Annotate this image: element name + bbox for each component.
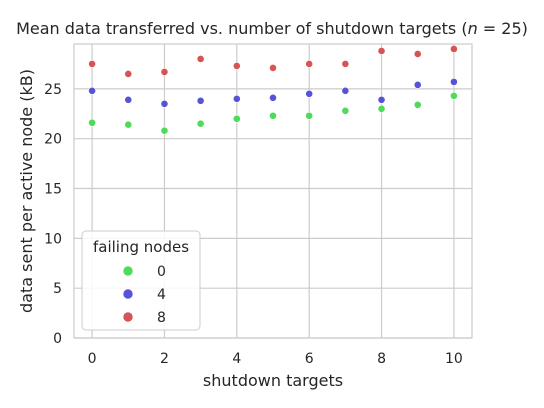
data-point-series-8 [450, 45, 458, 53]
legend-marker-4 [122, 288, 134, 300]
y-tick-label: 5 [53, 281, 62, 297]
y-tick-label: 25 [44, 82, 62, 98]
legend-marker-8 [122, 311, 134, 323]
data-point-series-4 [305, 89, 314, 98]
data-point-series-0 [124, 120, 133, 129]
data-point-series-4 [269, 93, 277, 102]
x-tick-label: 2 [160, 351, 169, 367]
legend: failing nodes 0 4 8 [81, 230, 201, 331]
data-point-series-8 [88, 60, 96, 68]
data-point-series-0 [196, 119, 205, 128]
data-point-series-0 [305, 111, 314, 120]
x-axis-label: shutdown targets [203, 371, 343, 390]
legend-marker-0 [122, 265, 134, 277]
data-point-series-8 [377, 47, 386, 55]
data-point-series-8 [124, 69, 133, 78]
data-point-series-0 [160, 126, 169, 135]
data-point-series-8 [196, 55, 205, 63]
legend-entries: 0 4 8 [122, 264, 166, 326]
data-points [88, 45, 458, 135]
x-axis-ticks: 0 2 4 6 8 10 [88, 351, 463, 367]
data-point-series-0 [413, 100, 422, 109]
data-point-series-4 [88, 86, 96, 95]
data-point-series-8 [232, 62, 241, 70]
data-point-series-8 [341, 60, 350, 68]
y-tick-label: 15 [44, 182, 62, 198]
data-point-series-8 [160, 68, 169, 76]
legend-label-8: 8 [157, 310, 166, 326]
data-point-series-0 [341, 106, 350, 115]
data-point-series-0 [269, 111, 277, 120]
legend-box [81, 230, 201, 331]
data-point-series-0 [450, 91, 458, 100]
data-point-series-8 [305, 60, 314, 68]
x-tick-label: 6 [305, 351, 314, 367]
legend-title: failing nodes [93, 238, 189, 256]
data-point-series-4 [196, 96, 205, 105]
data-point-series-4 [450, 77, 458, 86]
y-axis-ticks: 0 5 10 15 20 25 [44, 82, 62, 347]
y-tick-label: 0 [53, 331, 62, 347]
data-point-series-0 [377, 104, 386, 113]
y-tick-label: 10 [44, 231, 62, 247]
x-tick-label: 8 [377, 351, 386, 367]
plot-frame [73, 43, 473, 339]
x-tick-label: 10 [445, 351, 463, 367]
data-point-series-8 [269, 64, 277, 72]
y-tick-label: 20 [44, 132, 62, 148]
x-tick-label: 4 [232, 351, 241, 367]
data-point-series-4 [413, 80, 422, 89]
data-point-series-4 [160, 99, 169, 108]
chart-title: Mean data transferred vs. number of shut… [16, 19, 528, 38]
data-point-series-4 [124, 95, 133, 104]
data-point-series-4 [232, 94, 241, 103]
data-point-series-0 [88, 118, 96, 127]
data-point-series-4 [377, 95, 386, 104]
data-point-series-8 [413, 50, 422, 58]
legend-label-0: 0 [157, 264, 166, 280]
legend-label-4: 4 [157, 287, 166, 303]
data-point-series-0 [232, 114, 241, 123]
x-tick-label: 0 [88, 351, 97, 367]
y-axis-label: data sent per active node (kB) [17, 69, 36, 313]
data-point-series-4 [341, 86, 350, 95]
